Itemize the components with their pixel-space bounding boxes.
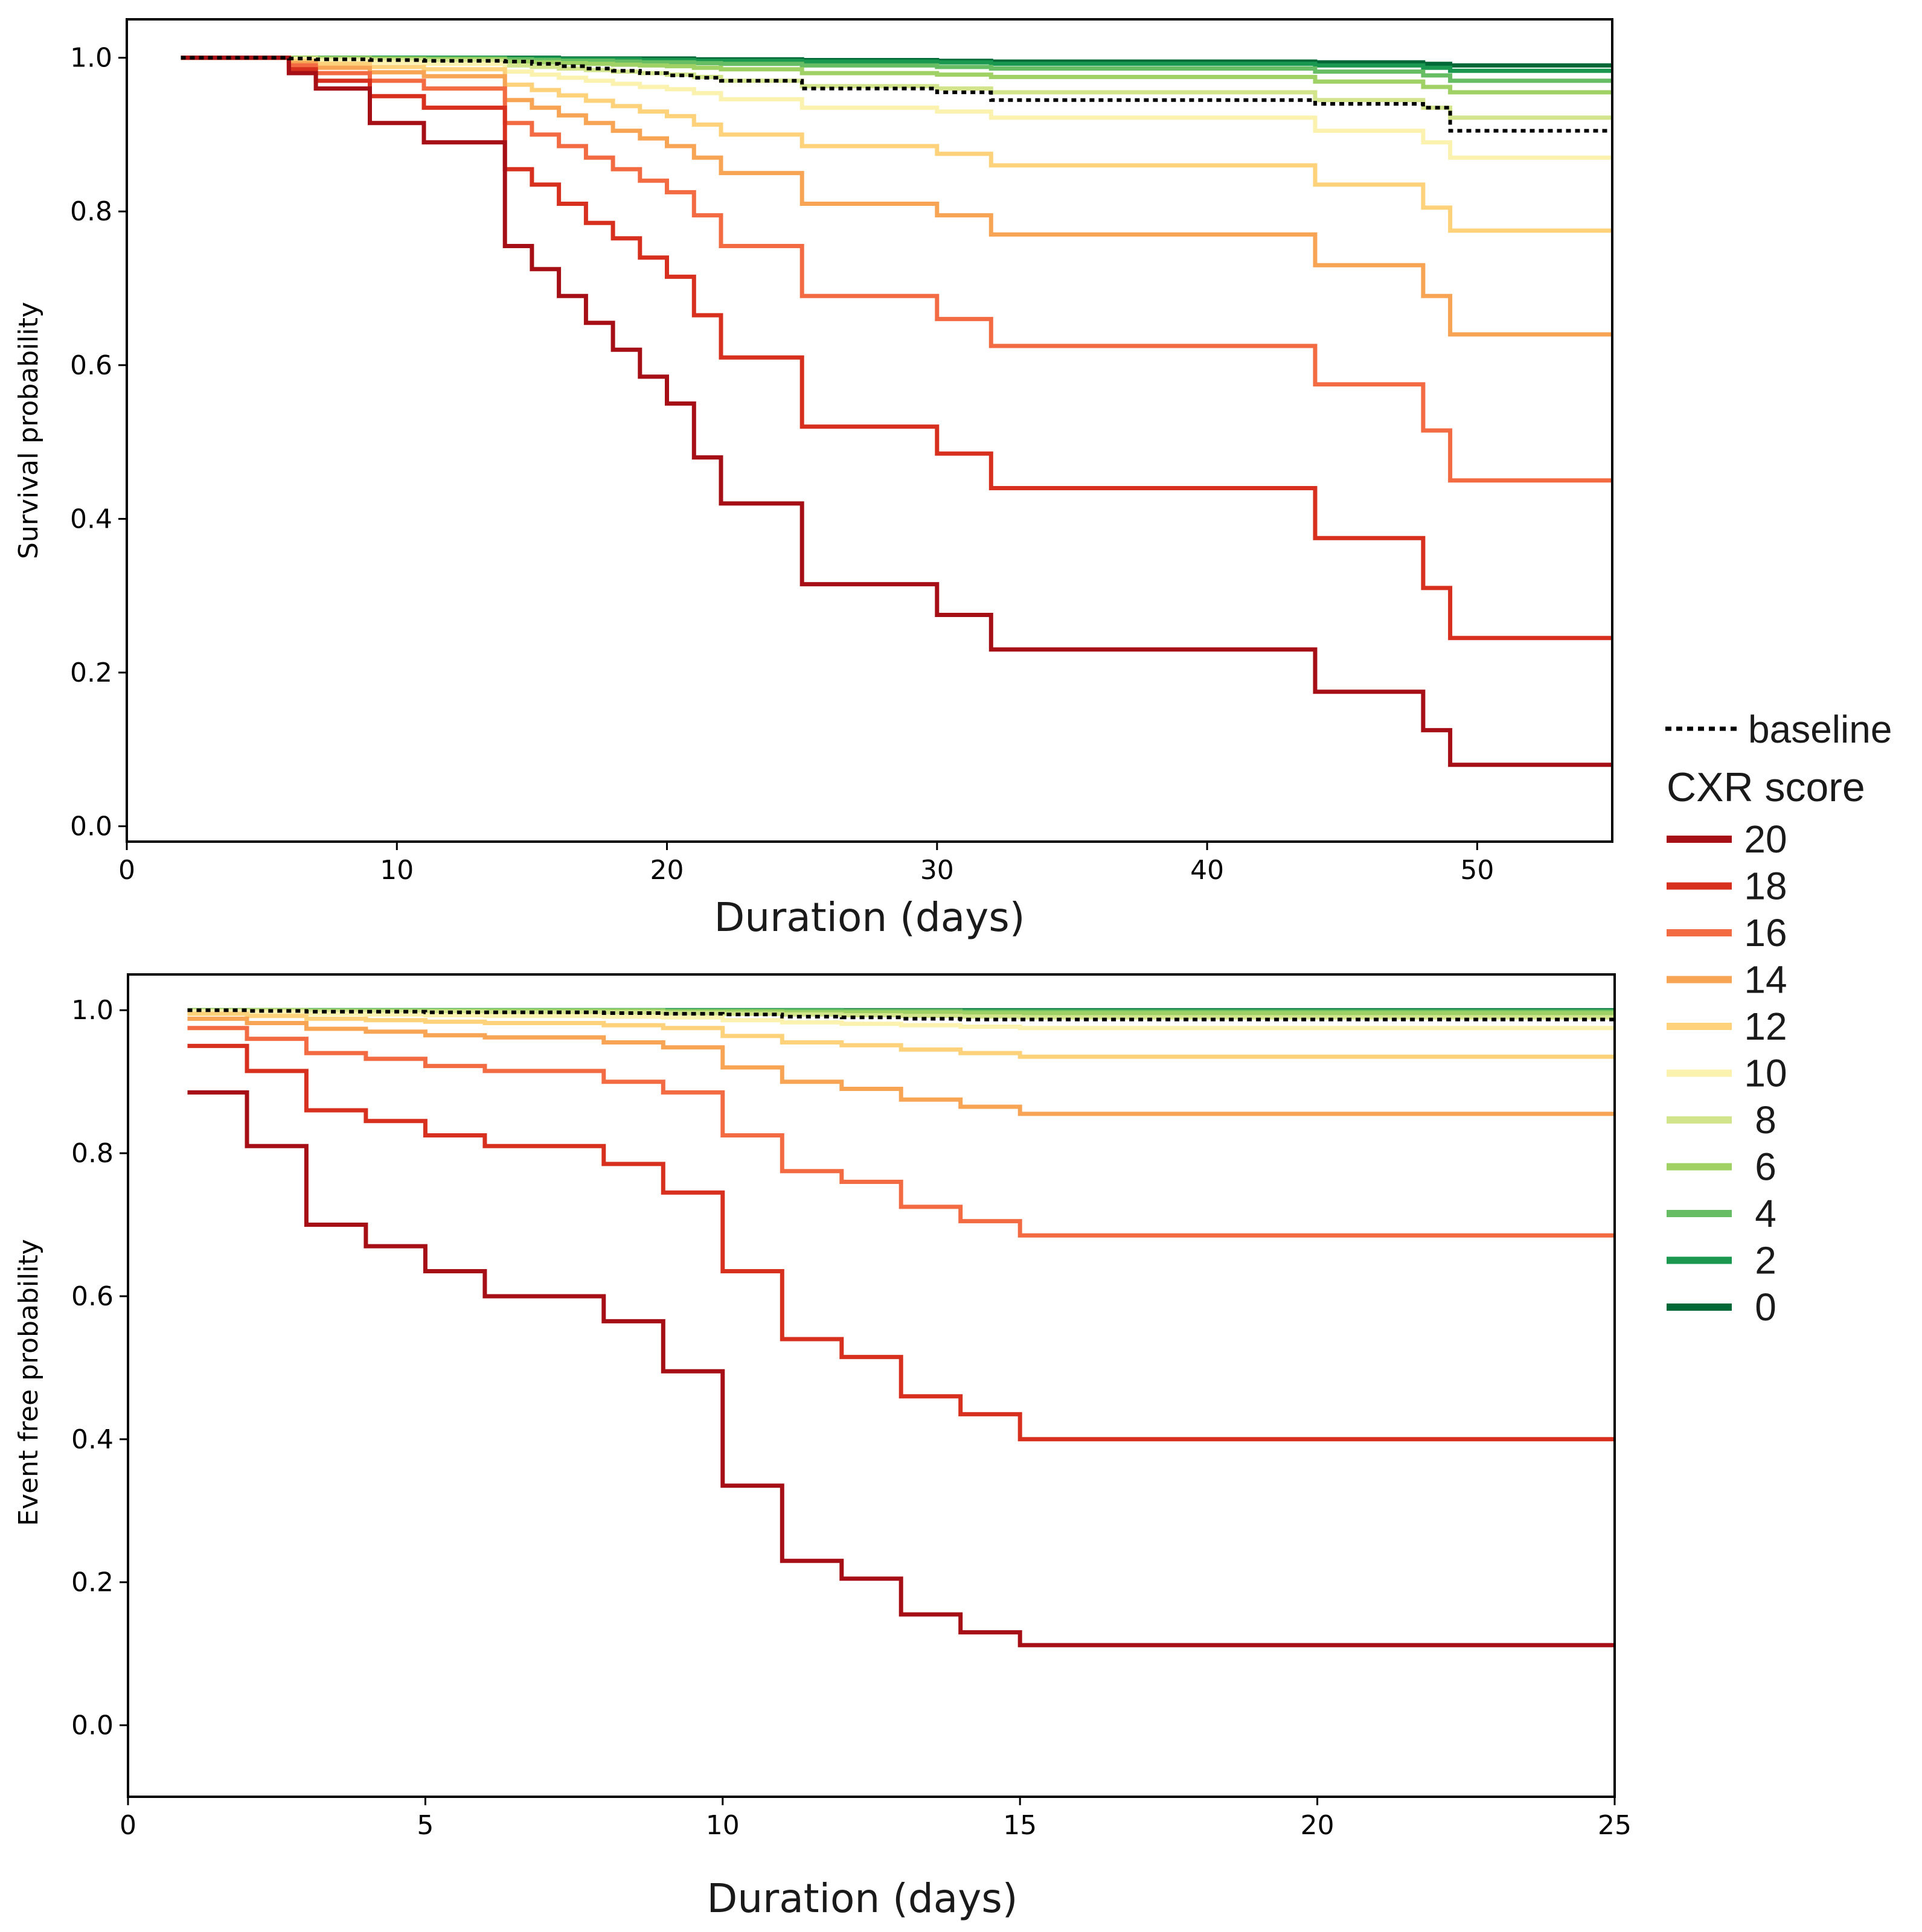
legend-label-cxr-18: 18	[1744, 865, 1787, 908]
event-free-x-tick-label: 15	[1003, 1810, 1037, 1841]
event-free-series-cxr-20	[187, 1090, 1615, 1648]
survival-x-tick-label: 30	[920, 855, 954, 886]
survival-series-cxr-14	[181, 56, 1612, 337]
survival-x-tick-label: 20	[650, 855, 684, 886]
event-free-series-cxr-14	[187, 1016, 1615, 1116]
event-free-y-tick-label: 1.0	[71, 995, 114, 1026]
event-free-y-tick-label: 0.4	[71, 1424, 114, 1455]
survival-y-tick-label: 1.0	[70, 43, 112, 74]
event-free-y-tick-label: 0.2	[71, 1567, 114, 1598]
legend-label-cxr-12: 12	[1744, 1005, 1787, 1048]
survival-series	[181, 56, 1612, 767]
legend-label-cxr-10: 10	[1744, 1052, 1787, 1095]
legend-label-cxr-14: 14	[1744, 958, 1787, 1002]
event-free-y-axis-title: Event free probability	[13, 1239, 44, 1526]
event-free-x-axis-title: Duration (days)	[707, 1875, 1018, 1922]
survival-x-tick-label: 0	[118, 855, 135, 886]
legend-label-cxr-8: 8	[1755, 1098, 1776, 1142]
event-free-series-cxr-18	[187, 1043, 1615, 1442]
event-free-y-tick-label: 0.0	[71, 1710, 114, 1741]
survival-x-tick-label: 10	[380, 855, 414, 886]
survival-series-cxr-16	[181, 56, 1612, 483]
legend-label-cxr-16: 16	[1744, 911, 1787, 955]
survival-y-tick-label: 0.0	[70, 811, 112, 842]
event-free-series	[187, 1008, 1615, 1648]
event-free-series-cxr-16	[187, 1026, 1615, 1238]
survival-series-cxr-18	[181, 56, 1612, 641]
survival-chart: 0 10 20 30 40 50 0.0 0.2 0.4 0.6 0.8 1.0 Duration (…	[13, 18, 1613, 941]
event-free-chart: 0 5 10 15 20 25 0.0 0.2 0.4 0.6 0.8 1.0 Duration (d…	[13, 973, 1632, 1922]
event-free-x-tick-label: 25	[1598, 1810, 1632, 1841]
survival-x-tick-label: 50	[1460, 855, 1494, 886]
survival-x-axis-title: Duration (days)	[714, 894, 1025, 941]
survival-plot-frame	[126, 18, 1613, 843]
event-free-ticks: 0 5 10 15 20 25 0.0 0.2 0.4 0.6 0.8 1.0	[71, 995, 1632, 1841]
survival-series-baseline	[181, 56, 1612, 133]
legend-label-cxr-0: 0	[1755, 1285, 1776, 1329]
legend-label-cxr-6: 6	[1755, 1145, 1776, 1189]
event-free-x-tick-label: 20	[1301, 1810, 1334, 1841]
event-free-x-tick-label: 0	[120, 1810, 136, 1841]
event-free-y-tick-label: 0.8	[71, 1138, 114, 1169]
legend-label-cxr-20: 20	[1744, 817, 1787, 861]
survival-y-axis-title: Survival probability	[13, 302, 44, 559]
survival-y-tick-label: 0.2	[70, 657, 112, 688]
survival-series-cxr-10	[181, 56, 1612, 160]
event-free-plot-frame	[127, 973, 1616, 1798]
legend-title: CXR score	[1667, 764, 1865, 810]
survival-y-tick-label: 0.4	[70, 504, 112, 534]
survival-y-tick-label: 0.6	[70, 350, 112, 381]
event-free-x-tick-label: 5	[417, 1810, 434, 1841]
survival-x-tick-label: 40	[1190, 855, 1224, 886]
survival-series-cxr-20	[181, 56, 1612, 767]
legend-label-cxr-4: 4	[1755, 1192, 1776, 1235]
event-free-x-tick-label: 10	[706, 1810, 740, 1841]
event-free-series-cxr-12	[187, 1011, 1615, 1059]
survival-y-tick-label: 0.8	[70, 196, 112, 227]
legend-baseline-label: baseline	[1748, 708, 1892, 751]
survival-series-cxr-12	[181, 56, 1612, 233]
event-free-y-tick-label: 0.6	[71, 1281, 114, 1312]
event-free-series-cxr-10	[187, 1009, 1615, 1031]
survival-ticks: 0 10 20 30 40 50 0.0 0.2 0.4 0.6 0.8 1.0	[70, 43, 1494, 886]
legend-label-cxr-2: 2	[1755, 1239, 1776, 1282]
event-free-series-baseline	[187, 1008, 1615, 1022]
